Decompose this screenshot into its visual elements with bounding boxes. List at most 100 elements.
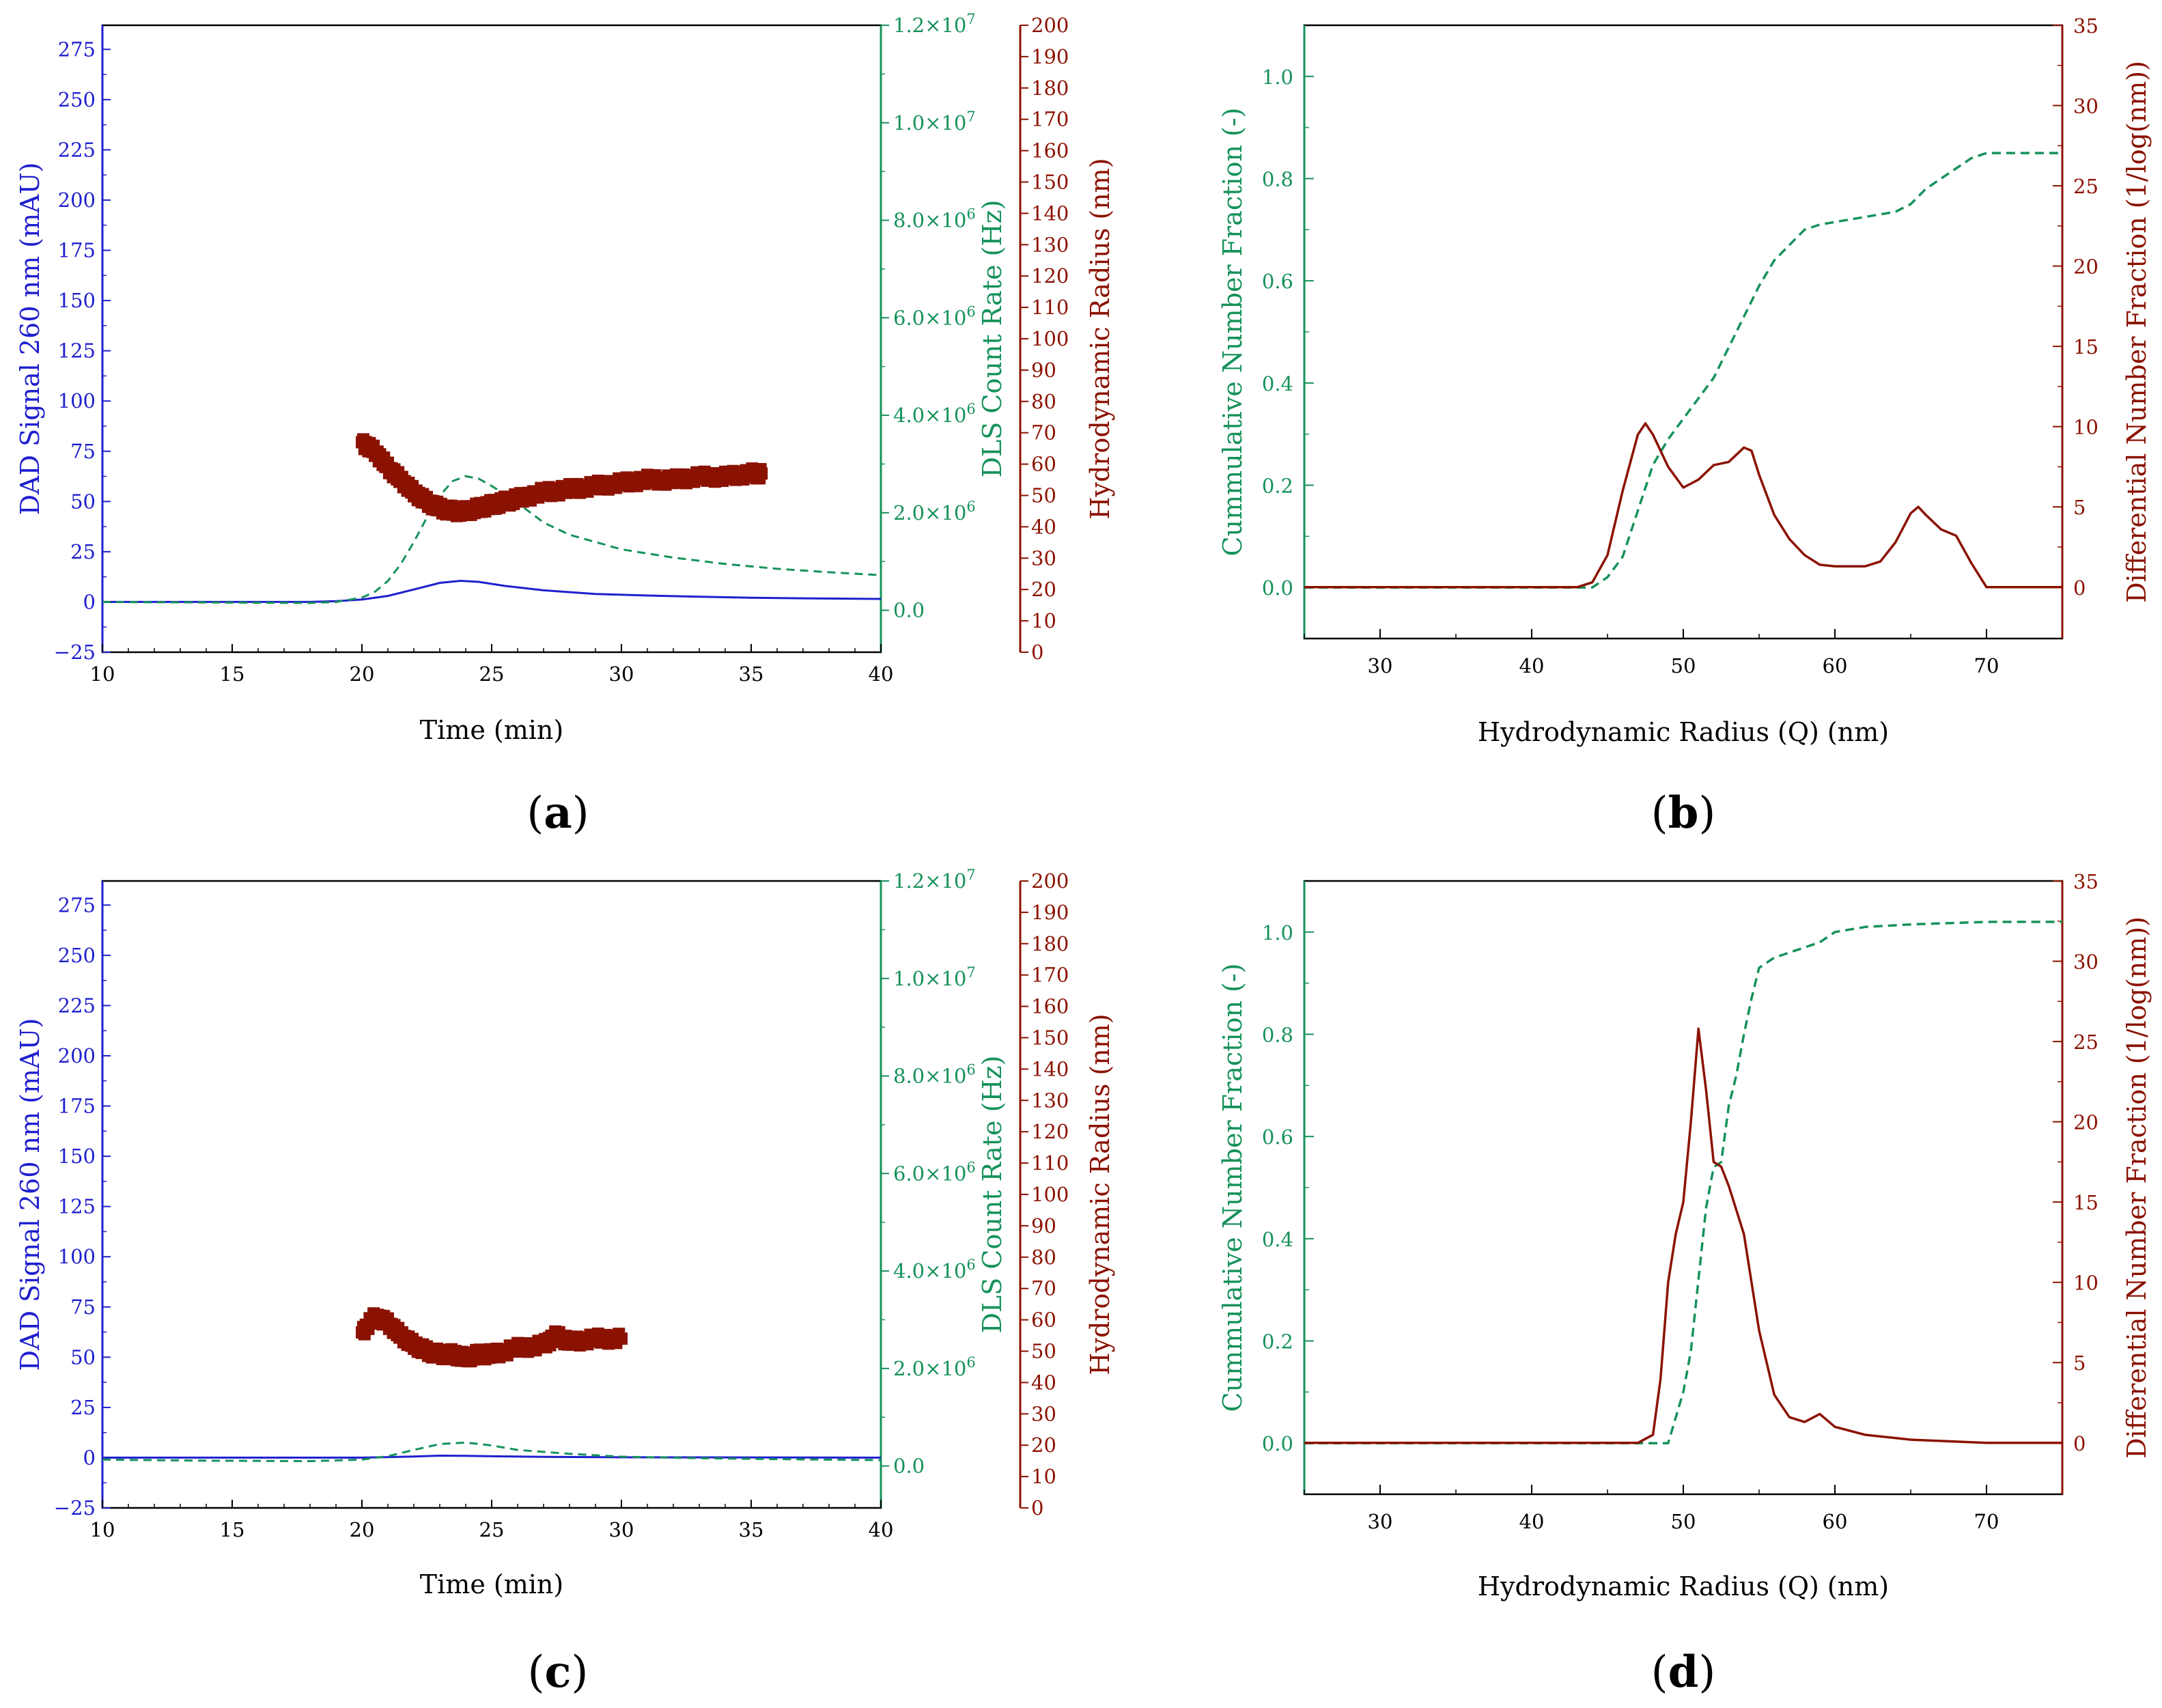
panel-c-yr-tick-label: 130 [1031, 1089, 1069, 1112]
panel-a-yr-tick-label: 60 [1031, 453, 1056, 476]
panel-d: 30 40 50 60 70 0.0 0.2 0.4 0.6 0.8 1.0 0 5 10 15 20 25 30… [1218, 870, 2152, 1698]
panel-d-yl-tick-label: 0.6 [1262, 1125, 1293, 1149]
panel-c-dad-line [102, 1454, 882, 1459]
panel-b-x-tick-label: 30 [1368, 654, 1393, 677]
panel-a-yr-tick-label: 130 [1031, 233, 1069, 256]
panel-b-yr-tick-label: 25 [2073, 175, 2098, 198]
panel-a-x-tick-label: 30 [609, 662, 634, 686]
panel-a-yl-tick-label: −25 [54, 641, 96, 664]
panel-b-letter: (b) [1651, 787, 1716, 839]
panel-a-yr-tick-label: 150 [1031, 171, 1069, 194]
panel-c-yl-tick-label: 75 [70, 1296, 96, 1319]
panel-c-yr-tick-label: 190 [1031, 901, 1069, 924]
panel-b-yl-tick-label: 0.6 [1262, 270, 1293, 293]
panel-a-yr-tick-label: 0 [1031, 641, 1043, 664]
panel-c-x-tick-label: 30 [609, 1518, 634, 1541]
panel-a-yl-tick-label: 125 [58, 339, 96, 363]
panel-a-yr-tick-label: 20 [1031, 578, 1056, 601]
panel-c-yl-tick-label: 0 [83, 1446, 96, 1469]
panel-d-yl-tick-label: 0.0 [1262, 1432, 1293, 1455]
panel-a-yr-tick-label: 90 [1031, 359, 1056, 382]
panel-c-ym-tick-label: 8.0×106 [893, 1062, 976, 1088]
panel-b-ylabel-left: Cummulative Number Fraction (-) [1218, 108, 1248, 557]
panel-b-x-tick-label: 50 [1671, 654, 1696, 677]
panel-a-yr-tick-label: 70 [1031, 421, 1056, 445]
panel-a-yr-tick-label: 120 [1031, 264, 1069, 288]
panel-b-cumulative-line [1304, 152, 2062, 589]
panel-a-yr-tick-label: 180 [1031, 76, 1069, 100]
panel-c-ym-tick-label: 6.0×106 [893, 1159, 976, 1185]
panel-c-ylabel-right: Hydrodynamic Radius (nm) [1085, 1013, 1115, 1375]
panel-a-x-tick-label: 35 [739, 662, 764, 686]
panel-a-yr-tick-label: 30 [1031, 546, 1056, 570]
panel-b-yl-tick-label: 0.8 [1262, 168, 1293, 191]
panel-c-ylabel-left: DAD Signal 260 nm (mAU) [15, 1018, 45, 1371]
panel-a-radius-marker [755, 467, 768, 480]
panel-a-x-tick-label: 40 [869, 662, 894, 686]
panel-c-ym-tick-label: 0.0 [893, 1455, 925, 1478]
panel-c-x-tick-label: 35 [739, 1518, 764, 1541]
panel-a-yr-tick-label: 200 [1031, 14, 1069, 37]
panel-c-yl-tick-label: 175 [58, 1095, 96, 1118]
panel-a-ym-tick-label: 1.2×107 [893, 11, 976, 37]
panel-c-yr-tick-label: 180 [1031, 932, 1069, 955]
panel-c-dls-line [102, 1441, 882, 1463]
panel-c-ym-tick-label: 4.0×106 [893, 1257, 976, 1283]
panel-b-x-tick-label: 60 [1823, 654, 1848, 677]
panel-a-yl-tick-label: 175 [58, 239, 96, 262]
panel-b-x-tick-label: 40 [1519, 654, 1545, 677]
panel-c-yl-tick-label: 50 [70, 1345, 96, 1369]
panel-b-yr-tick-label: 35 [2073, 14, 2098, 38]
panel-a-letter: (a) [527, 787, 589, 839]
panel-c-letter: (c) [528, 1647, 589, 1698]
panel-c-yr-tick-label: 60 [1031, 1308, 1056, 1332]
panel-c-x-tick-label: 20 [350, 1518, 375, 1541]
panel-c-yl-tick-label: 150 [58, 1145, 96, 1168]
panel-c-yr-tick-label: 140 [1031, 1057, 1069, 1080]
panel-b-x-tick-label: 70 [1974, 654, 1999, 677]
panel-c-yr-tick-label: 30 [1031, 1402, 1056, 1425]
panel-c-yl-tick-label: 125 [58, 1195, 96, 1218]
panel-a-yr-tick-label: 10 [1031, 609, 1056, 632]
panel-d-yr-tick-label: 0 [2073, 1432, 2086, 1455]
panel-a-yl-tick-label: 275 [58, 38, 96, 61]
panel-c-yl-tick-label: 275 [58, 893, 96, 916]
panel-a-dls-line [102, 475, 882, 604]
panel-b-yl-tick-label: 0.0 [1262, 576, 1293, 600]
panel-c-yr-tick-label: 170 [1031, 964, 1069, 987]
panel-c-yr-tick-label: 20 [1031, 1433, 1056, 1457]
panel-b-yl-tick-label: 1.0 [1262, 66, 1293, 89]
panel-c-xlabel: Time (min) [420, 1569, 563, 1599]
panel-d-differential-line [1304, 1027, 2062, 1444]
panel-c-yl-tick-label: −25 [54, 1496, 96, 1520]
panel-d-yr-tick-label: 20 [2073, 1111, 2098, 1134]
panel-b-yr-tick-label: 0 [2073, 576, 2086, 600]
panel-a-yl-tick-label: 200 [58, 188, 96, 212]
panel-d-yr-tick-label: 25 [2073, 1031, 2098, 1054]
panel-c-yr-tick-label: 10 [1031, 1465, 1056, 1488]
panel-a: 10 15 20 25 30 35 40−2502550751001251501752002… [15, 11, 1115, 839]
panel-d-ylabel-left: Cummulative Number Fraction (-) [1218, 964, 1248, 1412]
panel-d-x-tick-label: 60 [1823, 1510, 1848, 1533]
panel-a-yr-tick-label: 80 [1031, 390, 1056, 413]
panel-a-ylabel-right: Hydrodynamic Radius (nm) [1085, 158, 1115, 519]
panel-d-yr-tick-label: 10 [2073, 1272, 2098, 1295]
panel-c-yl-tick-label: 200 [58, 1044, 96, 1067]
panel-a-ym-tick-label: 4.0×106 [893, 401, 976, 427]
panel-d-yr-tick-label: 35 [2073, 870, 2098, 893]
panel-a-x-tick-label: 10 [90, 662, 115, 686]
panel-c-frame [101, 880, 882, 1509]
panel-a-yl-tick-label: 250 [58, 88, 96, 111]
panel-b-frame [1303, 24, 2064, 640]
panel-c-x-tick-label: 15 [220, 1518, 245, 1541]
panel-d-xlabel: Hydrodynamic Radius (Q) (nm) [1478, 1571, 1889, 1601]
panel-a-yr-tick-label: 160 [1031, 139, 1069, 163]
panel-b-yr-tick-label: 15 [2073, 335, 2098, 359]
panel-a-yl-tick-label: 75 [70, 440, 96, 463]
panel-d-yr-tick-label: 30 [2073, 951, 2098, 974]
panel-c-yr-tick-label: 70 [1031, 1277, 1056, 1300]
panel-d-x-tick-label: 50 [1671, 1510, 1696, 1533]
panel-c-yr-tick-label: 150 [1031, 1026, 1069, 1050]
